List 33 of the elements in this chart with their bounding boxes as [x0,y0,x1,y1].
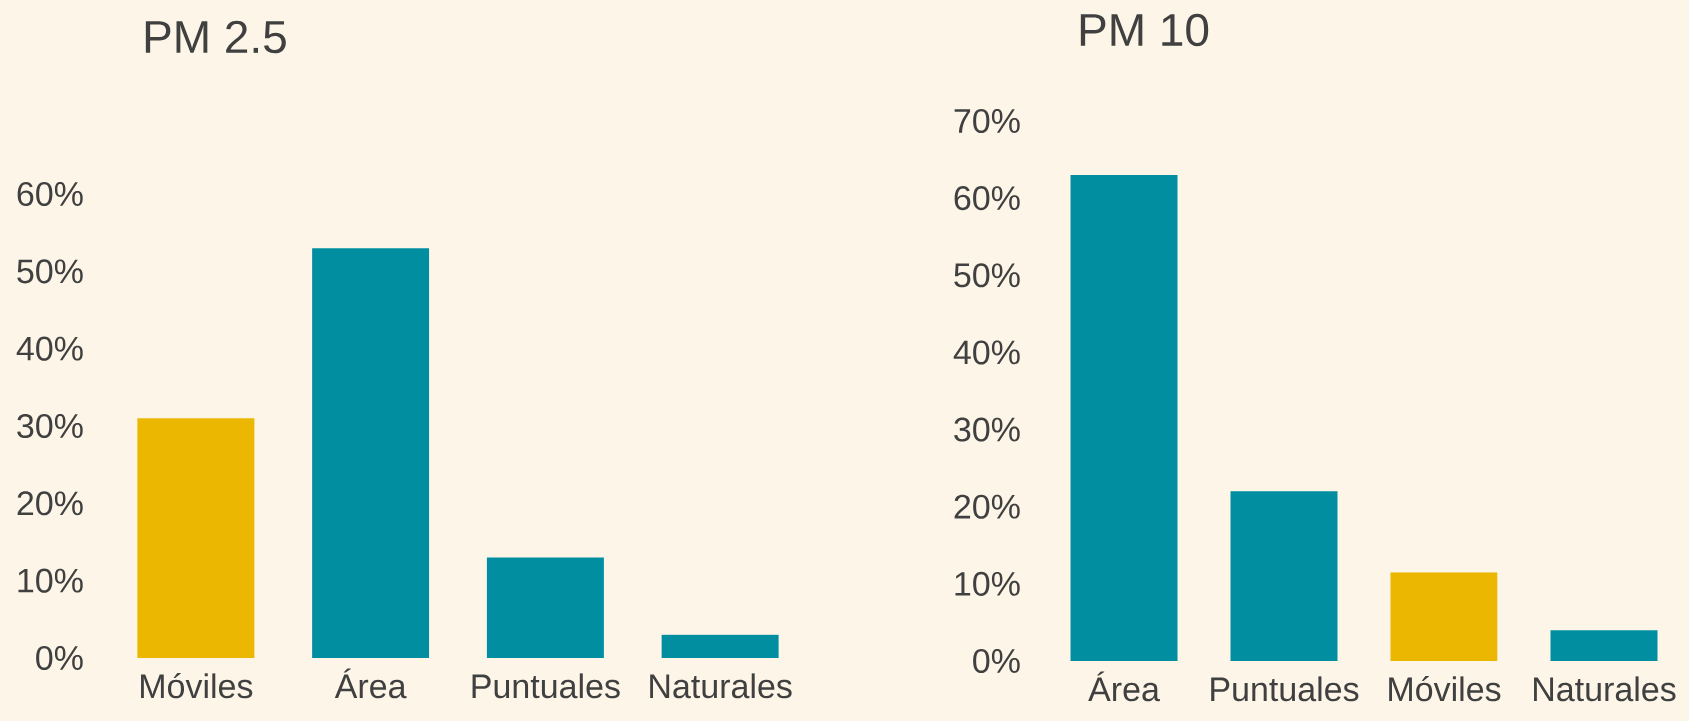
x-tick-label: Puntuales [472,673,620,699]
x-tick-label: Naturales [650,673,792,699]
chart-title: PM 10 [1080,13,1209,47]
y-tick-label: 60% [17,181,83,207]
y-tick-label: 10% [18,568,83,593]
y-tick-label: 20% [17,491,83,516]
x-tick-label: Puntuales [1211,676,1359,702]
bar [661,634,779,658]
y-tick-label: 40% [16,336,83,361]
bar [1550,630,1658,661]
bar [312,248,430,658]
bar [137,418,255,658]
x-tick-label: Área [334,668,407,699]
x-tick-label: Área [1088,671,1160,702]
chart-title: PM 2.5 [145,20,286,54]
bar [486,557,604,658]
y-tick-label: 70% [954,108,1020,134]
y-tick-label: 30% [954,417,1020,442]
y-tick-label: 0% [973,648,1020,674]
x-tick-label: Móviles [1389,675,1501,702]
y-tick-label: 50% [954,263,1020,288]
bar [1390,572,1498,661]
bar [1070,174,1178,661]
y-tick-label: 10% [955,571,1020,596]
y-tick-label: 0% [36,645,83,671]
x-tick-label: Naturales [1534,676,1676,702]
y-tick-label: 30% [17,413,83,439]
x-tick-label: Móviles [141,672,253,699]
y-tick-label: 20% [954,494,1020,519]
bar [1230,491,1338,661]
y-tick-label: 40% [953,340,1020,365]
y-tick-label: 60% [954,186,1020,211]
y-tick-label: 50% [17,259,83,284]
